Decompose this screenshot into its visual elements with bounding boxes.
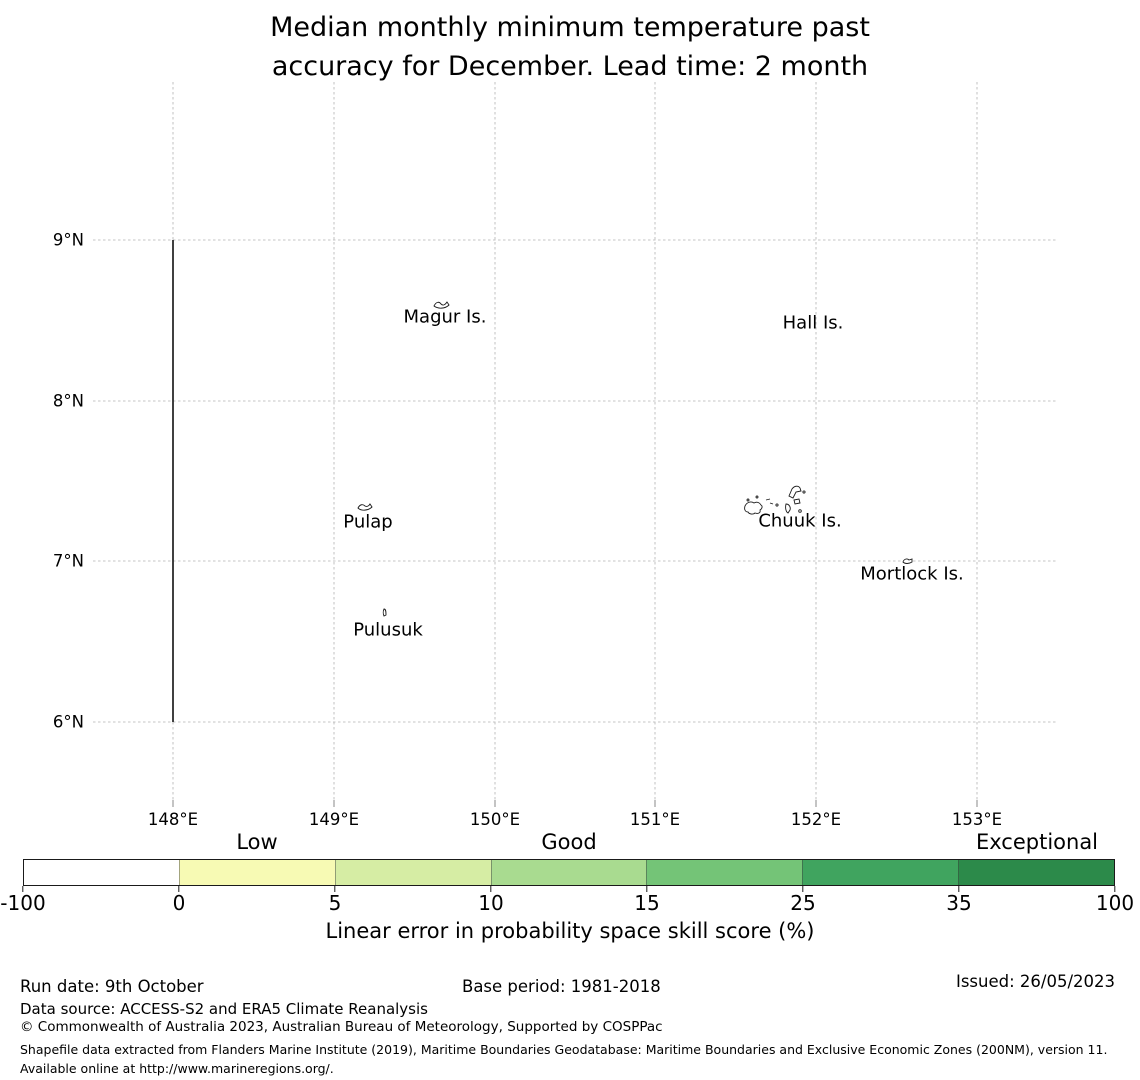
chuuk-islet-dot	[746, 498, 750, 502]
island-label-pulap: Pulap	[343, 511, 393, 533]
x-tick-label: 151°E	[629, 810, 681, 829]
colorbar-tick-mark	[802, 886, 804, 892]
colorbar-tick-mark	[1114, 886, 1116, 892]
colorbar-tick-label: 5	[328, 891, 342, 915]
chuuk-island-shape	[765, 498, 771, 501]
colorbar-segment	[646, 860, 803, 885]
colorbar-tick-label: -100	[0, 891, 46, 915]
chuuk-island-shape	[788, 485, 802, 499]
x-tick-label: 148°E	[147, 810, 199, 829]
colorbar-tick-label: 100	[1095, 891, 1135, 915]
colorbar-tick-label: 15	[634, 891, 660, 915]
island-label-chuuk: Chuuk Is.	[758, 510, 842, 532]
x-tick-label: 152°E	[790, 810, 842, 829]
x-tick-label: 153°E	[951, 810, 1003, 829]
chuuk-islet-dot	[802, 490, 806, 494]
colorbar-segment	[802, 860, 959, 885]
colorbar-segment	[24, 860, 179, 885]
colorbar	[23, 859, 1115, 886]
chuuk-island-shape	[769, 502, 774, 505]
colorbar-segment	[178, 860, 335, 885]
island-label-mortlock: Mortlock Is.	[860, 563, 964, 585]
colorbar-segment	[490, 860, 647, 885]
shapefile-note-text: Shapefile data extracted from Flanders M…	[20, 1042, 1108, 1076]
island-label-hall: Hall Is.	[782, 312, 844, 334]
island-label-pulusuk: Pulusuk	[353, 619, 423, 641]
figure-title-line2: accuracy for December. Lead time: 2 mont…	[271, 51, 869, 82]
figure-title-line1: Median monthly minimum temperature past	[270, 12, 870, 43]
colorbar-tick-mark	[178, 886, 180, 892]
y-tick-label: 9°N	[52, 230, 84, 250]
colorbar-tick-label: 25	[790, 891, 816, 915]
colorbar-tick-mark	[22, 886, 24, 892]
colorbar-category-good: Good	[541, 830, 597, 854]
magur-island-shape	[433, 301, 450, 309]
chuuk-island-shape	[785, 503, 791, 514]
colorbar-category-exceptional: Exceptional	[975, 830, 1099, 854]
mortlock-island-shape	[902, 558, 913, 564]
colorbar-tick-mark	[958, 886, 960, 892]
chuuk-islet-dot	[755, 495, 759, 499]
run-date-text: Run date: 9th October	[20, 977, 204, 996]
colorbar-tick-mark	[490, 886, 492, 892]
island-label-magur: Magur Is.	[403, 306, 487, 328]
colorbar-category-low: Low	[236, 830, 278, 854]
colorbar-tick-label: 0	[172, 891, 186, 915]
pulusuk-island-shape	[382, 608, 387, 617]
chuuk-islet-dot	[798, 509, 802, 513]
y-tick-label: 7°N	[52, 551, 84, 571]
colorbar-tick-mark	[334, 886, 336, 892]
colorbar-segment	[334, 860, 491, 885]
chuuk-island-shape	[793, 498, 801, 505]
data-source-text: Data source: ACCESS-S2 and ERA5 Climate …	[20, 1000, 428, 1018]
base-period-text: Base period: 1981-2018	[462, 977, 661, 996]
chuuk-island-shape	[744, 501, 763, 515]
issued-date-text: Issued: 26/05/2023	[955, 972, 1115, 991]
colorbar-tick-label: 10	[478, 891, 504, 915]
copyright-text: © Commonwealth of Australia 2023, Austra…	[20, 1019, 663, 1035]
figure-title: Median monthly minimum temperature past …	[0, 8, 1140, 86]
y-tick-label: 6°N	[52, 712, 84, 732]
x-tick-label: 150°E	[469, 810, 521, 829]
x-tick-label: 149°E	[308, 810, 360, 829]
pulap-island-shape	[357, 503, 373, 511]
y-tick-label: 8°N	[52, 391, 84, 411]
colorbar-tick-mark	[646, 886, 648, 892]
colorbar-tick-label: 35	[946, 891, 972, 915]
colorbar-segment	[958, 860, 1115, 885]
chuuk-islet-dot	[775, 503, 779, 507]
colorbar-axis-label: Linear error in probability space skill …	[325, 919, 815, 943]
